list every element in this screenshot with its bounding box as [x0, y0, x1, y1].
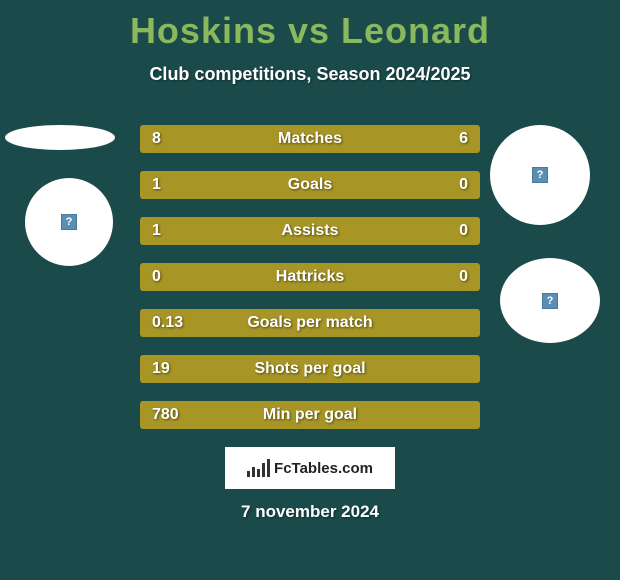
stat-row-assists: 1 Assists 0	[140, 217, 480, 245]
stat-value-left: 19	[152, 360, 170, 378]
player-left-shadow	[5, 125, 115, 150]
stat-label: Goals	[288, 176, 332, 194]
stat-bar-right	[334, 125, 480, 153]
page-title: Hoskins vs Leonard	[0, 0, 620, 52]
stat-row-shots-per-goal: 19 Shots per goal	[140, 355, 480, 383]
question-icon: ?	[542, 293, 558, 309]
stat-label: Min per goal	[263, 406, 357, 424]
stat-bar-left	[140, 171, 402, 199]
stat-row-hattricks: 0 Hattricks 0	[140, 263, 480, 291]
date-text: 7 november 2024	[241, 502, 379, 522]
subtitle: Club competitions, Season 2024/2025	[0, 64, 620, 85]
question-icon: ?	[532, 167, 548, 183]
stat-label: Goals per match	[247, 314, 372, 332]
stats-container: 8 Matches 6 1 Goals 0 1 Assists 0 0 Hatt…	[140, 125, 480, 447]
stat-label: Assists	[282, 222, 339, 240]
fctables-label: FcTables.com	[274, 460, 373, 477]
stat-value-right: 0	[459, 176, 468, 194]
chart-icon	[247, 459, 270, 477]
stat-row-min-per-goal: 780 Min per goal	[140, 401, 480, 429]
player-right-avatar-bottom: ?	[500, 258, 600, 343]
stat-row-goals: 1 Goals 0	[140, 171, 480, 199]
player-left-avatar: ?	[25, 178, 113, 266]
question-icon: ?	[61, 214, 77, 230]
stat-bar-right	[402, 217, 480, 245]
stat-label: Hattricks	[276, 268, 344, 286]
stat-row-goals-per-match: 0.13 Goals per match	[140, 309, 480, 337]
stat-row-matches: 8 Matches 6	[140, 125, 480, 153]
player-right-avatar-top: ?	[490, 125, 590, 225]
stat-value-left: 1	[152, 222, 161, 240]
stat-value-left: 780	[152, 406, 179, 424]
stat-bar-right	[402, 171, 480, 199]
stat-value-left: 8	[152, 130, 161, 148]
stat-value-right: 0	[459, 268, 468, 286]
stat-value-left: 1	[152, 176, 161, 194]
stat-value-left: 0.13	[152, 314, 183, 332]
stat-bar-left	[140, 217, 402, 245]
stat-value-left: 0	[152, 268, 161, 286]
fctables-badge[interactable]: FcTables.com	[225, 447, 395, 489]
stat-label: Shots per goal	[254, 360, 365, 378]
stat-label: Matches	[278, 130, 342, 148]
stat-value-right: 0	[459, 222, 468, 240]
stat-value-right: 6	[459, 130, 468, 148]
